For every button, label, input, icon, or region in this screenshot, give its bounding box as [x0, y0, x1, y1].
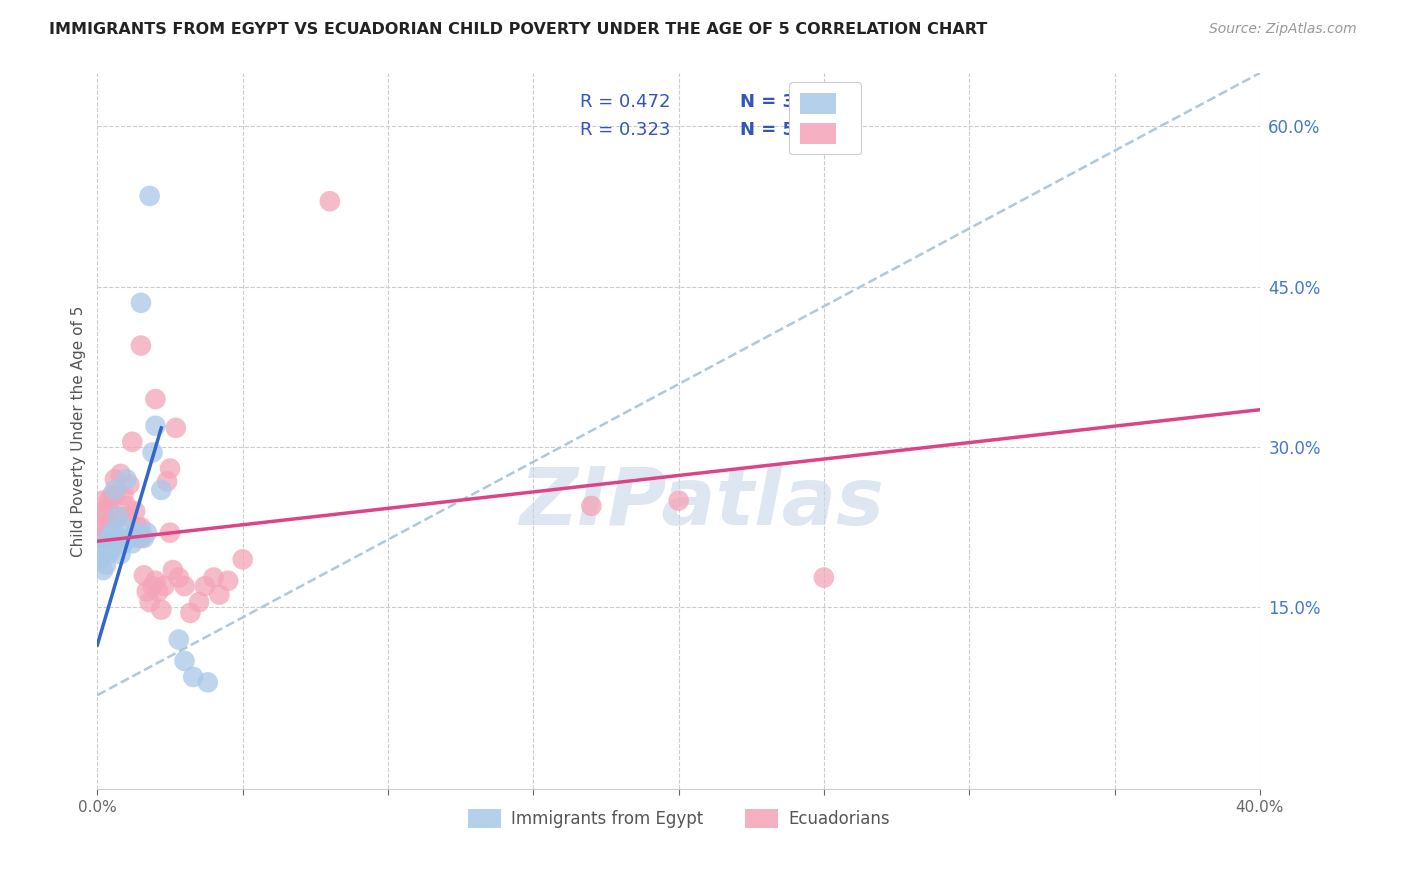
Point — [98, 525, 121, 540]
Point — [208, 588, 231, 602]
Text: IMMIGRANTS FROM EGYPT VS ECUADORIAN CHILD POVERTY UNDER THE AGE OF 5 CORRELATION: IMMIGRANTS FROM EGYPT VS ECUADORIAN CHIL… — [49, 22, 987, 37]
Point — [91, 541, 114, 556]
Text: N = 30: N = 30 — [740, 93, 807, 111]
Point — [89, 520, 111, 534]
Text: R = 0.323: R = 0.323 — [579, 121, 671, 139]
Text: Source: ZipAtlas.com: Source: ZipAtlas.com — [1209, 22, 1357, 37]
Point — [581, 499, 603, 513]
Point — [124, 504, 146, 518]
Point — [179, 606, 201, 620]
Point — [118, 477, 141, 491]
Point — [98, 493, 121, 508]
Point — [107, 509, 129, 524]
Point — [91, 504, 114, 518]
Point — [159, 461, 181, 475]
Point — [188, 595, 211, 609]
Point — [135, 525, 157, 540]
Point — [135, 584, 157, 599]
Point — [156, 475, 179, 489]
Point — [138, 595, 160, 609]
Point — [217, 574, 239, 588]
Point — [104, 483, 127, 497]
Point — [150, 602, 173, 616]
Point — [115, 499, 138, 513]
Point — [115, 509, 138, 524]
Point — [813, 570, 835, 584]
Point — [98, 547, 121, 561]
Y-axis label: Child Poverty Under the Age of 5: Child Poverty Under the Age of 5 — [72, 305, 86, 557]
Point — [94, 558, 117, 572]
Point — [132, 568, 155, 582]
Point — [104, 525, 127, 540]
Point — [112, 520, 135, 534]
Text: R = 0.472: R = 0.472 — [579, 93, 671, 111]
Point — [159, 525, 181, 540]
Point — [104, 488, 127, 502]
Point — [110, 547, 132, 561]
Point — [91, 531, 114, 545]
Point — [132, 531, 155, 545]
Legend: Immigrants from Egypt, Ecuadorians: Immigrants from Egypt, Ecuadorians — [461, 802, 897, 835]
Point — [107, 509, 129, 524]
Point — [668, 493, 690, 508]
Point — [129, 520, 152, 534]
Point — [118, 531, 141, 545]
Point — [129, 338, 152, 352]
Point — [89, 531, 111, 545]
Point — [232, 552, 254, 566]
Point — [142, 445, 165, 459]
Point — [129, 295, 152, 310]
Point — [145, 574, 167, 588]
Point — [162, 563, 184, 577]
Point — [101, 525, 124, 540]
Point — [94, 531, 117, 545]
Point — [124, 525, 146, 540]
Point — [181, 670, 204, 684]
Point — [104, 531, 127, 545]
Point — [94, 509, 117, 524]
Point — [91, 563, 114, 577]
Point — [98, 504, 121, 518]
Point — [91, 493, 114, 508]
Point — [115, 472, 138, 486]
Point — [127, 520, 149, 534]
Point — [112, 536, 135, 550]
Point — [148, 584, 170, 599]
Point — [142, 579, 165, 593]
Point — [150, 483, 173, 497]
Point — [101, 515, 124, 529]
Point — [153, 579, 176, 593]
Point — [89, 552, 111, 566]
Point — [145, 392, 167, 406]
Point — [197, 675, 219, 690]
Text: N = 58: N = 58 — [740, 121, 808, 139]
Point — [173, 579, 195, 593]
Point — [202, 570, 225, 584]
Point — [94, 536, 117, 550]
Point — [194, 579, 217, 593]
Point — [127, 531, 149, 545]
Point — [101, 488, 124, 502]
Point — [167, 632, 190, 647]
Point — [129, 531, 152, 545]
Point — [121, 434, 143, 449]
Point — [167, 570, 190, 584]
Point — [138, 189, 160, 203]
Point — [145, 418, 167, 433]
Point — [112, 488, 135, 502]
Point — [165, 421, 187, 435]
Point — [173, 654, 195, 668]
Point — [319, 194, 342, 209]
Point — [104, 472, 127, 486]
Point — [110, 467, 132, 481]
Point — [94, 515, 117, 529]
Point — [101, 541, 124, 556]
Text: ZIPatlas: ZIPatlas — [519, 464, 884, 541]
Point — [107, 531, 129, 545]
Point — [98, 531, 121, 545]
Point — [101, 531, 124, 545]
Point — [121, 536, 143, 550]
